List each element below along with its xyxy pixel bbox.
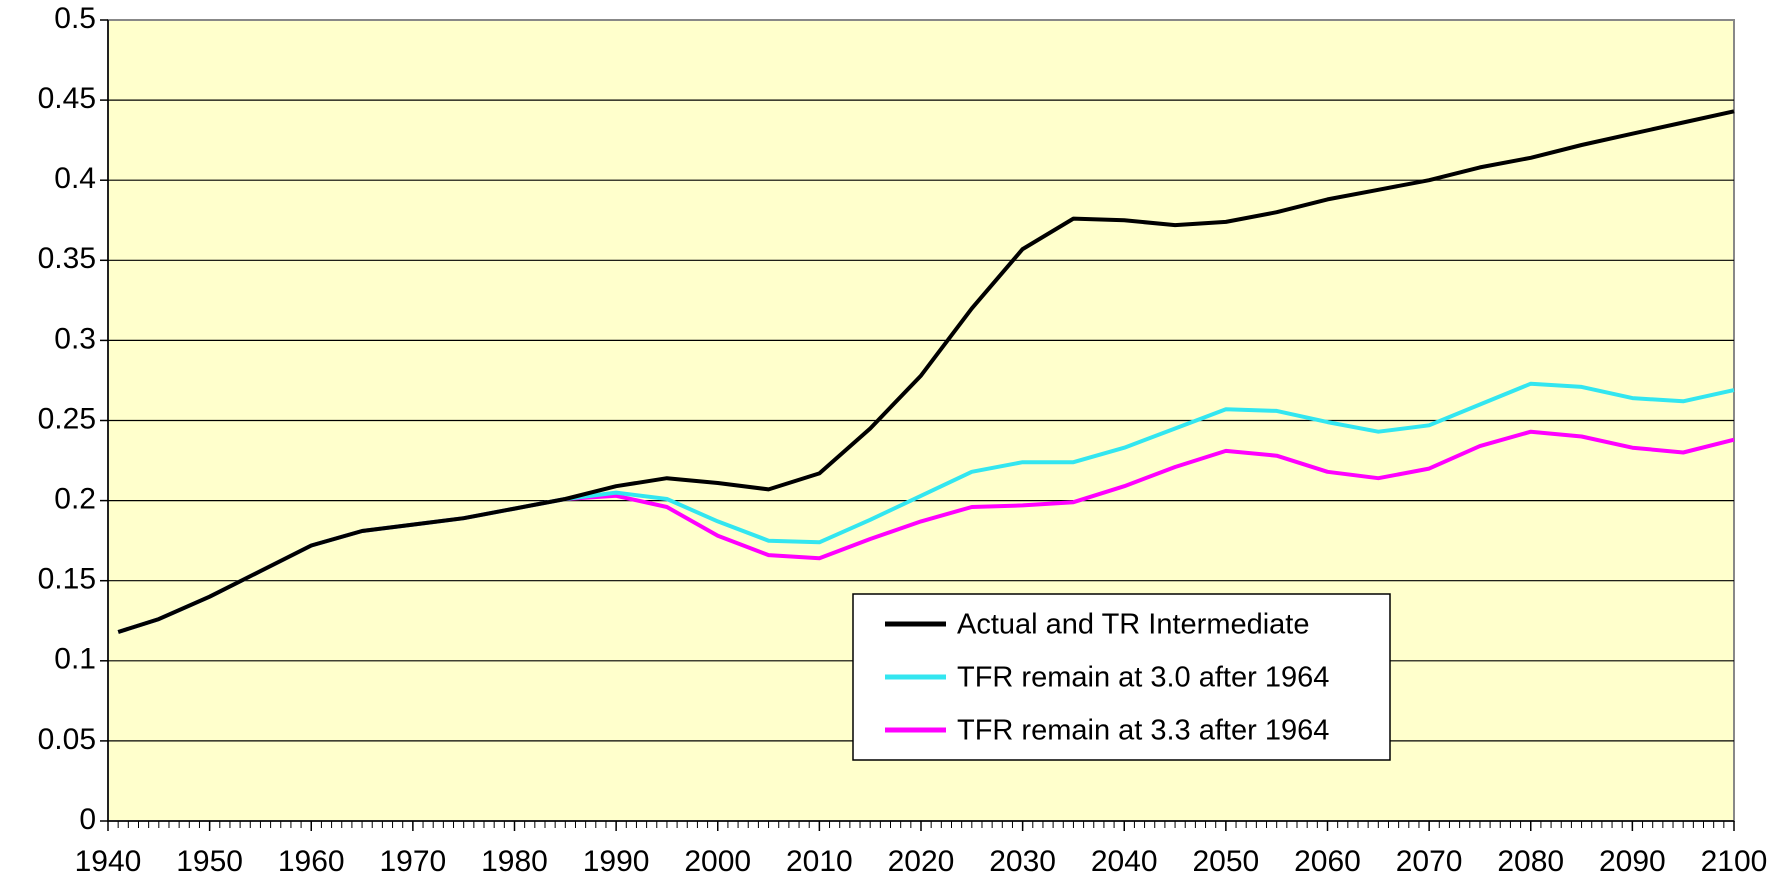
x-tick-label: 2090 xyxy=(1599,845,1666,878)
legend-label: Actual and TR Intermediate xyxy=(957,609,1310,641)
x-tick-label: 1990 xyxy=(583,845,650,878)
y-tick-label: 0.4 xyxy=(54,162,96,195)
series-line xyxy=(117,109,1735,634)
x-tick-label: 1980 xyxy=(481,845,548,878)
x-tick-label: 1940 xyxy=(75,845,142,878)
y-tick-label: 0 xyxy=(79,803,96,836)
x-tick-label: 2030 xyxy=(989,845,1056,878)
x-tick-label: 2070 xyxy=(1396,845,1463,878)
legend-label: TFR remain at 3.0 after 1964 xyxy=(957,662,1329,694)
x-tick-label: 2100 xyxy=(1701,845,1768,878)
y-tick-label: 0.2 xyxy=(54,483,96,516)
y-tick-label: 0.1 xyxy=(54,643,96,676)
y-tick-label: 0.35 xyxy=(38,242,96,275)
x-tick-label: 2010 xyxy=(786,845,853,878)
y-tick-label: 0.25 xyxy=(38,402,96,435)
y-tick-label: 0.5 xyxy=(54,2,96,35)
y-tick-label: 0.05 xyxy=(38,723,96,756)
legend: Actual and TR Intermediate TFR remain at … xyxy=(852,593,1391,761)
x-tick-label: 2050 xyxy=(1193,845,1260,878)
x-tick-label: 1950 xyxy=(176,845,243,878)
y-tick-label: 0.45 xyxy=(38,82,96,115)
x-tick-label: 2000 xyxy=(684,845,751,878)
x-tick-label: 2080 xyxy=(1497,845,1564,878)
y-tick-label: 0.15 xyxy=(38,563,96,596)
x-tick-label: 1970 xyxy=(380,845,447,878)
legend-label: TFR remain at 3.3 after 1964 xyxy=(957,715,1329,747)
x-tick-label: 2020 xyxy=(888,845,955,878)
x-tick-label: 2060 xyxy=(1294,845,1361,878)
y-tick-label: 0.3 xyxy=(54,322,96,355)
x-tick-label: 1960 xyxy=(278,845,345,878)
x-tick-label: 2040 xyxy=(1091,845,1158,878)
